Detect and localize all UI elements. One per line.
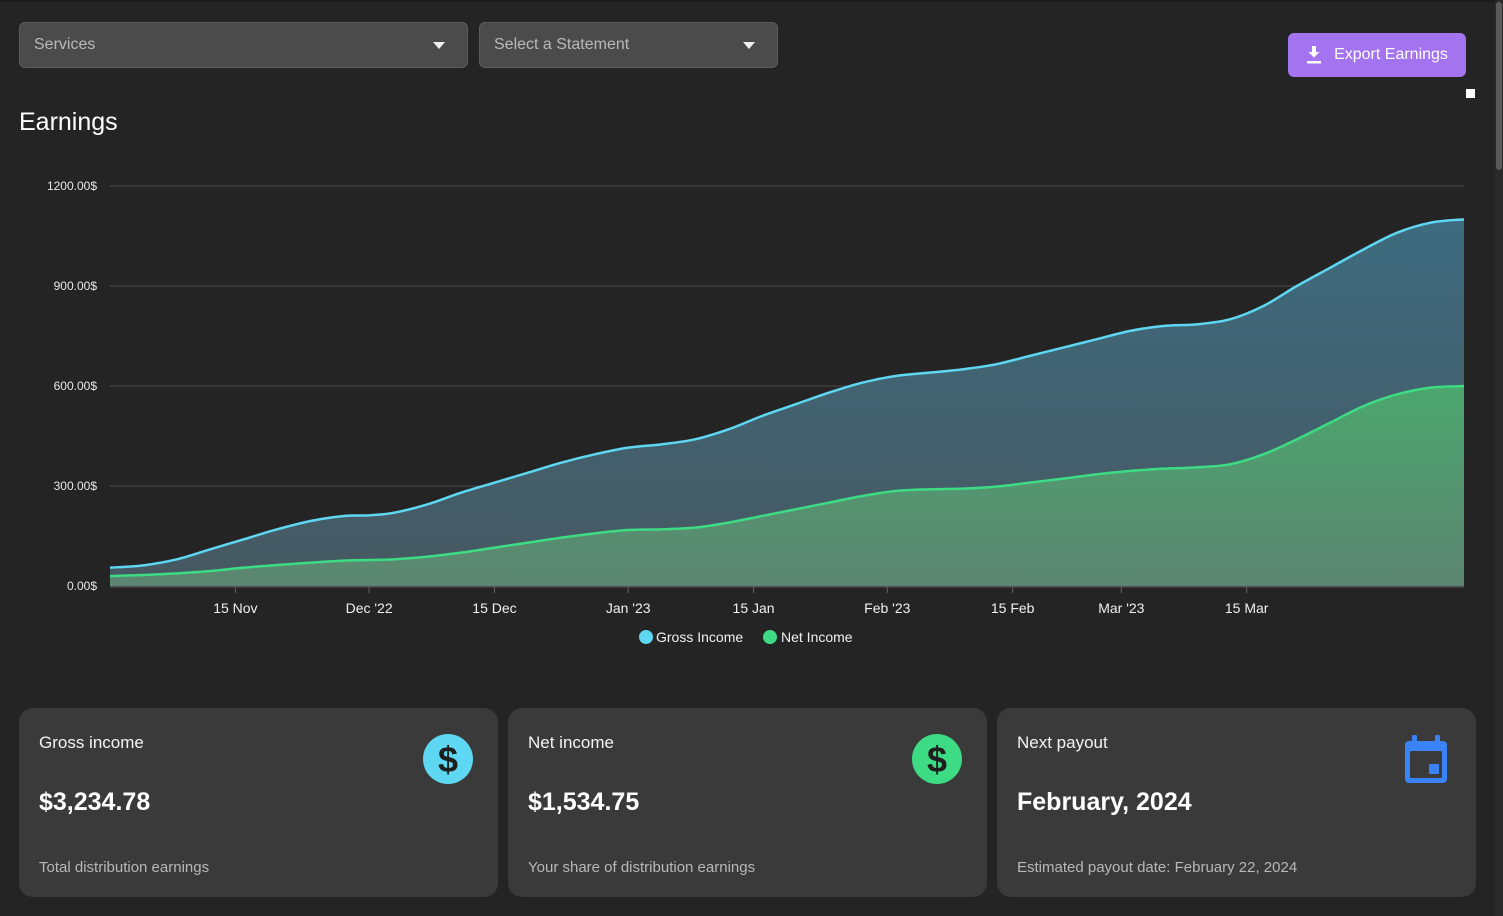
download-icon	[1307, 46, 1322, 64]
x-tick-label: 15 Mar	[1225, 600, 1269, 616]
scrollbar-thumb[interactable]	[1496, 2, 1502, 170]
calendar-icon	[1405, 735, 1447, 783]
dollar-icon: $	[912, 734, 962, 784]
legend-marker-gross	[639, 630, 653, 644]
net-income-line	[109, 384, 1465, 578]
card-title: Next payout	[1017, 733, 1108, 752]
gross-income-card: Gross income $ $3,234.78 Total distribut…	[19, 708, 498, 897]
next-payout-card: Next payout February, 2024 Estimated pay…	[997, 708, 1476, 897]
x-tick-label: Feb '23	[864, 600, 910, 616]
y-tick-label: 600.00$	[54, 379, 98, 393]
y-tick-label: 0.00$	[67, 579, 97, 593]
x-tick-label: 15 Jan	[733, 600, 775, 616]
window-top-edge	[0, 0, 1503, 2]
net-income-card: Net income $ $1,534.75 Your share of dis…	[508, 708, 987, 897]
x-tick-label: 15 Nov	[213, 600, 257, 616]
card-subtitle: Estimated payout date: February 22, 2024	[1017, 859, 1298, 876]
legend-marker-net	[763, 630, 777, 644]
gross-income-line	[109, 218, 1465, 569]
y-tick-label: 300.00$	[54, 479, 98, 493]
legend-label-gross: Gross Income	[656, 629, 743, 645]
net-income-area	[110, 386, 1464, 586]
y-tick-label: 1200.00$	[47, 179, 97, 193]
services-select[interactable]: Services	[19, 22, 468, 68]
chevron-down-icon	[743, 41, 755, 49]
card-value: $1,534.75	[528, 788, 640, 816]
svg-text:$: $	[927, 739, 947, 780]
x-tick-label: Dec '22	[346, 600, 393, 616]
export-earnings-label: Export Earnings	[1334, 46, 1448, 63]
card-title: Gross income	[39, 733, 144, 752]
statement-select[interactable]: Select a Statement	[479, 22, 778, 68]
svg-text:$: $	[438, 739, 458, 780]
legend-label-net: Net Income	[781, 629, 853, 645]
earnings-chart: 0.00$ 300.00$ 600.00$ 900.00$ 1200.00$ 15 No…	[47, 179, 1465, 645]
legend-item-net[interactable]: Net Income	[763, 629, 853, 645]
chart-x-axis: 15 Nov Dec '22 15 Dec Jan '23 15 Jan Feb '23 1…	[213, 587, 1269, 616]
statement-select-label: Select a Statement	[494, 36, 630, 53]
scrollbar[interactable]	[1495, 0, 1503, 916]
card-value: $3,234.78	[39, 788, 151, 816]
x-tick-label: 15 Dec	[472, 600, 516, 616]
chart-legend: Gross Income Net Income	[639, 629, 853, 645]
x-tick-label: 15 Feb	[991, 600, 1035, 616]
card-title: Net income	[528, 733, 614, 752]
card-subtitle: Total distribution earnings	[39, 859, 210, 876]
x-tick-label: Jan '23	[606, 600, 651, 616]
legend-item-gross[interactable]: Gross Income	[639, 629, 743, 645]
dollar-icon: $	[423, 734, 473, 784]
page-title: Earnings	[19, 108, 118, 136]
card-value: February, 2024	[1017, 788, 1192, 816]
export-earnings-button[interactable]: Export Earnings	[1288, 33, 1466, 77]
x-tick-label: Mar '23	[1098, 600, 1144, 616]
services-select-label: Services	[34, 36, 96, 53]
chevron-down-icon	[433, 41, 445, 49]
chart-y-axis: 0.00$ 300.00$ 600.00$ 900.00$ 1200.00$	[47, 179, 97, 593]
y-tick-label: 900.00$	[54, 279, 98, 293]
resize-handle[interactable]	[1466, 89, 1475, 98]
card-subtitle: Your share of distribution earnings	[528, 859, 756, 876]
